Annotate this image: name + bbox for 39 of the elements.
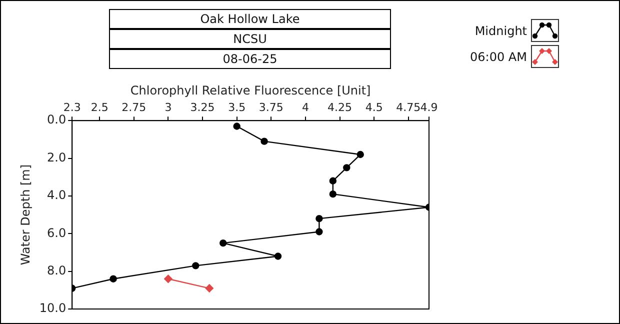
x-tick-label: 2.5 [90,100,108,114]
x-tick-label: 4.9 [420,100,438,114]
legend-label: 06:00 AM [470,50,527,64]
y-tick-label: 10.0 [39,301,66,316]
x-tick-label: 3 [164,100,172,114]
x-tick-label: 3.75 [258,100,284,114]
chart-subtitle: NCSU [109,29,391,49]
point [205,284,214,292]
x-tick-label: 4 [302,100,309,114]
y-axis-title: Water Depth [m] [18,164,32,266]
point [110,275,117,282]
point [220,239,227,247]
x-tick-label: 3.25 [190,100,215,114]
point [260,138,268,145]
chart-title: Oak Hollow Lake [109,9,391,29]
point [233,122,240,130]
legend-label: Midnight [474,24,527,38]
point [164,274,172,283]
point [356,150,364,158]
point [316,228,323,236]
x-tick-label: 2.3 [63,100,81,114]
y-tick-label: 0.0 [47,112,66,127]
point [316,214,323,222]
x-tick-label: 4.25 [328,100,352,114]
y-tick-label: 4.0 [47,188,66,202]
text: 08-06-25 [109,49,391,69]
x-tick-label: 2.75 [122,100,146,114]
x-tick-label: 4.5 [365,100,383,114]
y-tick-label: 2.0 [47,150,66,164]
x-tick-label: 4.75 [396,100,421,114]
point [329,177,337,184]
point [192,262,200,270]
y-tick-label: 8.0 [47,263,66,278]
point [329,190,337,198]
point [343,164,350,172]
x-axis-title: Chlorophyll Relative Fluorescence [Unit] [130,83,371,98]
point [274,252,282,260]
y-tick-label: 6.0 [47,226,66,240]
x-tick-label: 3.5 [228,100,246,114]
